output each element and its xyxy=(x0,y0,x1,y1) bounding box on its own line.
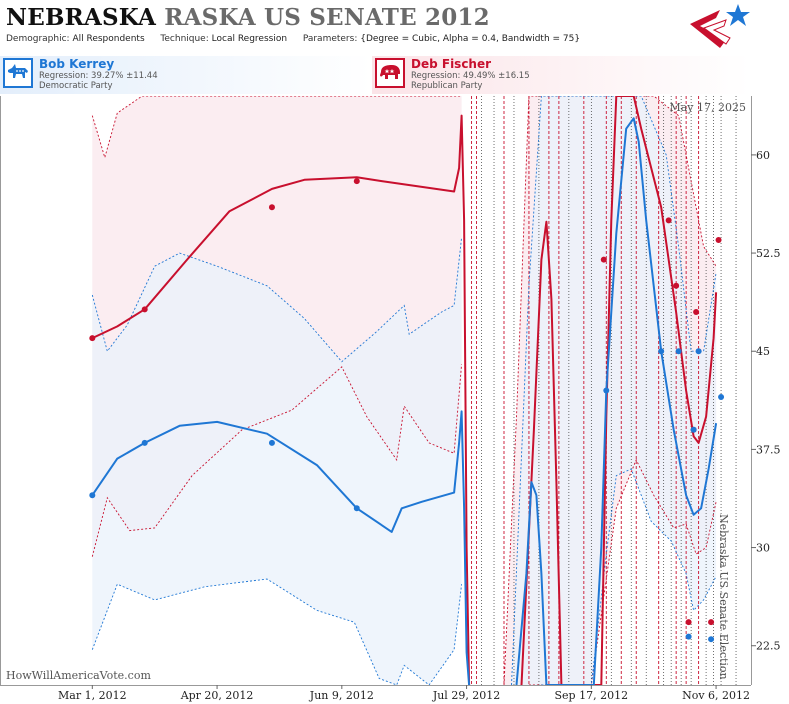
poll-point-dem-3-6 xyxy=(708,636,715,643)
regression-line-rep-2 xyxy=(520,96,718,685)
poll-point-rep-2-3 xyxy=(693,308,700,315)
x-tick-label-1: Apr 20, 2012 xyxy=(180,689,254,702)
y-tick-label-0: 22.5 xyxy=(756,640,781,653)
poll-point-rep-2-2 xyxy=(673,282,680,289)
x-tick-label-0: Mar 1, 2012 xyxy=(58,689,127,702)
candidate-card-rep: Deb Fischer Regression: 49.49% ±16.15 Re… xyxy=(372,56,750,94)
confidence-band-dem-1 xyxy=(92,237,462,685)
site-logo-icon xyxy=(690,4,750,48)
y-tick-label-1: 30 xyxy=(756,542,770,555)
technique-value: Local Regression xyxy=(211,34,288,44)
vertical-election-label: Nebraska US Senate Election xyxy=(717,514,730,680)
poll-point-rep-2-6 xyxy=(685,619,692,626)
x-tick-label-3: Jul 29, 2012 xyxy=(432,689,501,702)
regression-line-rep-0 xyxy=(91,114,471,685)
y-tick-label-5: 60 xyxy=(756,149,770,162)
lower-bound-dem-3 xyxy=(541,468,717,685)
y-tick-label-2: 37.5 xyxy=(756,443,781,456)
poll-point-dem-3-5 xyxy=(685,633,692,640)
poll-point-rep-2-7 xyxy=(708,619,715,626)
upper-bound-dem-1 xyxy=(91,237,463,363)
poll-point-rep-0-2 xyxy=(268,204,275,211)
dem-regression: Regression: 39.27% ±11.44 xyxy=(39,71,158,81)
date-stamp: May 17, 2025 xyxy=(669,101,746,114)
dem-candidate-name: Bob Kerrey xyxy=(39,57,115,71)
parameters-value: {Degree = Cubic, Alpha = 0.4, Bandwidth … xyxy=(360,34,581,44)
y-tick-label-4: 52.5 xyxy=(756,247,781,260)
watermark: HowWillAmericaVote.com xyxy=(6,669,151,682)
poll-point-rep-0-3 xyxy=(353,178,360,185)
parameters-label: Parameters: xyxy=(302,34,358,44)
poll-point-dem-3-7 xyxy=(675,348,682,355)
poll-point-rep-2-0 xyxy=(600,256,607,263)
poll-point-dem-1-3 xyxy=(353,505,360,512)
technique-label: Technique: xyxy=(160,34,209,44)
poll-point-rep-2-5 xyxy=(715,236,722,243)
x-tick-label-4: Sep 17, 2012 xyxy=(555,689,629,702)
x-tick-label-5: Nov 6, 2012 xyxy=(682,689,750,702)
poll-point-dem-1-2 xyxy=(268,439,275,446)
rep-candidate-name: Deb Fischer xyxy=(411,57,492,71)
poll-point-dem-3-2 xyxy=(695,348,702,355)
poll-point-dem-3-3 xyxy=(690,426,697,433)
regression-line-dem-1 xyxy=(91,410,471,685)
poll-point-dem-3-4 xyxy=(718,394,725,401)
y-tick-label-3: 45 xyxy=(756,345,770,358)
rep-regression: Regression: 49.49% ±16.15 xyxy=(411,71,530,81)
poll-point-dem-3-1 xyxy=(658,348,665,355)
lower-bound-rep-2 xyxy=(528,458,717,685)
elephant-icon xyxy=(375,58,405,88)
x-tick-label-2: Jun 9, 2012 xyxy=(309,689,374,702)
confidence-band-dem-3 xyxy=(511,96,717,685)
dem-party: Democratic Party xyxy=(39,81,113,91)
poll-point-rep-2-1 xyxy=(665,217,672,224)
lower-bound-rep-0 xyxy=(91,364,463,557)
poll-point-dem-1-0 xyxy=(89,492,96,499)
rep-party: Republican Party xyxy=(411,81,483,91)
title-sub: RASKA US SENATE 2012 xyxy=(164,4,490,31)
parameters-line: Demographic: All Respondents Technique: … xyxy=(6,34,580,44)
regression-line-dem-3 xyxy=(515,117,718,685)
donkey-icon xyxy=(3,58,33,88)
title-main: NEBRASKA xyxy=(6,4,157,31)
poll-point-rep-0-1 xyxy=(141,306,148,313)
demographic-value: All Respondents xyxy=(72,34,145,44)
upper-bound-rep-0 xyxy=(91,96,462,160)
poll-point-dem-1-1 xyxy=(141,439,148,446)
demographic-label: Demographic: xyxy=(6,34,70,44)
poll-point-dem-3-0 xyxy=(603,387,610,394)
poll-point-rep-0-0 xyxy=(89,335,96,342)
candidate-card-dem: Bob Kerrey Regression: 39.27% ±11.44 Dem… xyxy=(0,56,372,94)
page-title: NEBRASKA RASKA US SENATE 2012 xyxy=(6,4,490,31)
